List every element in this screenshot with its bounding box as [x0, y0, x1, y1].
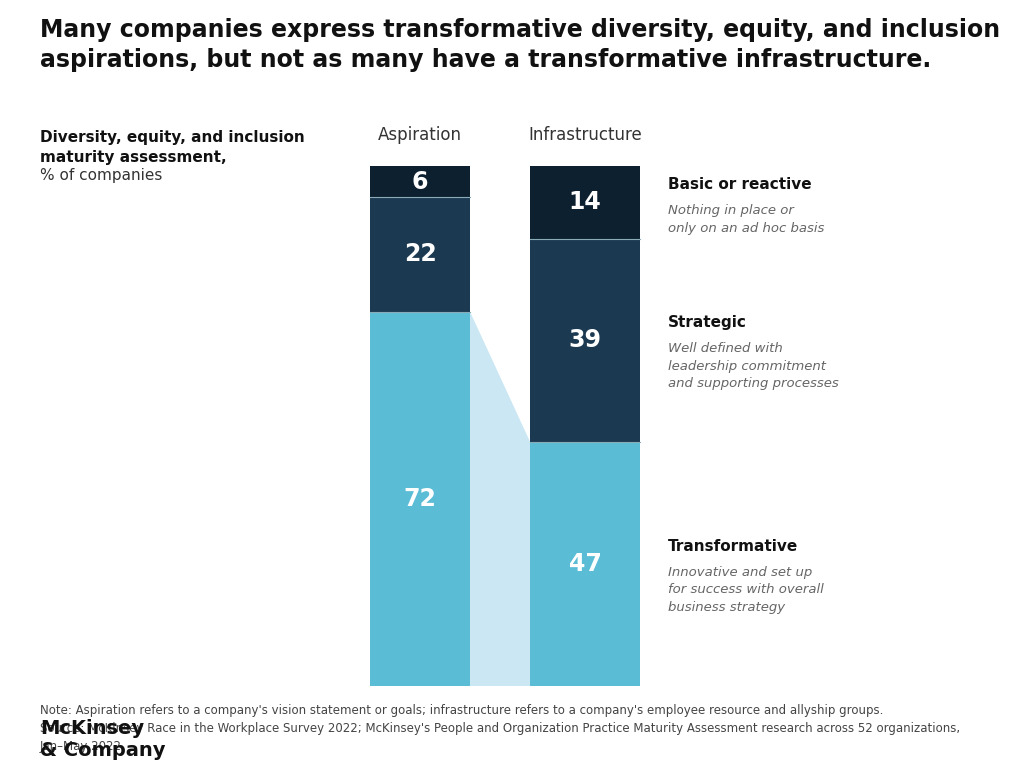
Text: 39: 39	[568, 328, 601, 352]
Text: Note: Aspiration refers to a company's vision statement or goals; infrastructure: Note: Aspiration refers to a company's v…	[40, 704, 961, 753]
Polygon shape	[470, 312, 530, 686]
Text: Aspiration: Aspiration	[378, 126, 462, 144]
Text: Many companies express transformative diversity, equity, and inclusion
aspiratio: Many companies express transformative di…	[40, 18, 1000, 72]
Text: 47: 47	[568, 552, 601, 576]
Text: % of companies: % of companies	[40, 168, 163, 183]
Text: Well defined with
leadership commitment
and supporting processes: Well defined with leadership commitment …	[668, 342, 839, 390]
Text: Innovative and set up
for success with overall
business strategy: Innovative and set up for success with o…	[668, 565, 823, 614]
Bar	[530, 166, 640, 239]
Bar	[530, 239, 640, 441]
Text: Infrastructure: Infrastructure	[528, 126, 642, 144]
Bar	[370, 166, 470, 197]
Text: Diversity, equity, and inclusion
maturity assessment,: Diversity, equity, and inclusion maturit…	[40, 130, 305, 165]
Text: 72: 72	[403, 487, 436, 511]
Bar	[370, 312, 470, 686]
Text: 6: 6	[412, 169, 428, 194]
Bar	[530, 441, 640, 686]
Text: 14: 14	[568, 191, 601, 215]
Text: Transformative: Transformative	[668, 539, 799, 554]
Text: McKinsey: McKinsey	[40, 719, 144, 738]
Bar	[370, 197, 470, 312]
Text: 22: 22	[403, 242, 436, 266]
Text: Nothing in place or
only on an ad hoc basis: Nothing in place or only on an ad hoc ba…	[668, 205, 824, 235]
Text: & Company: & Company	[40, 741, 166, 760]
Text: Strategic: Strategic	[668, 316, 746, 330]
Text: Basic or reactive: Basic or reactive	[668, 177, 812, 192]
